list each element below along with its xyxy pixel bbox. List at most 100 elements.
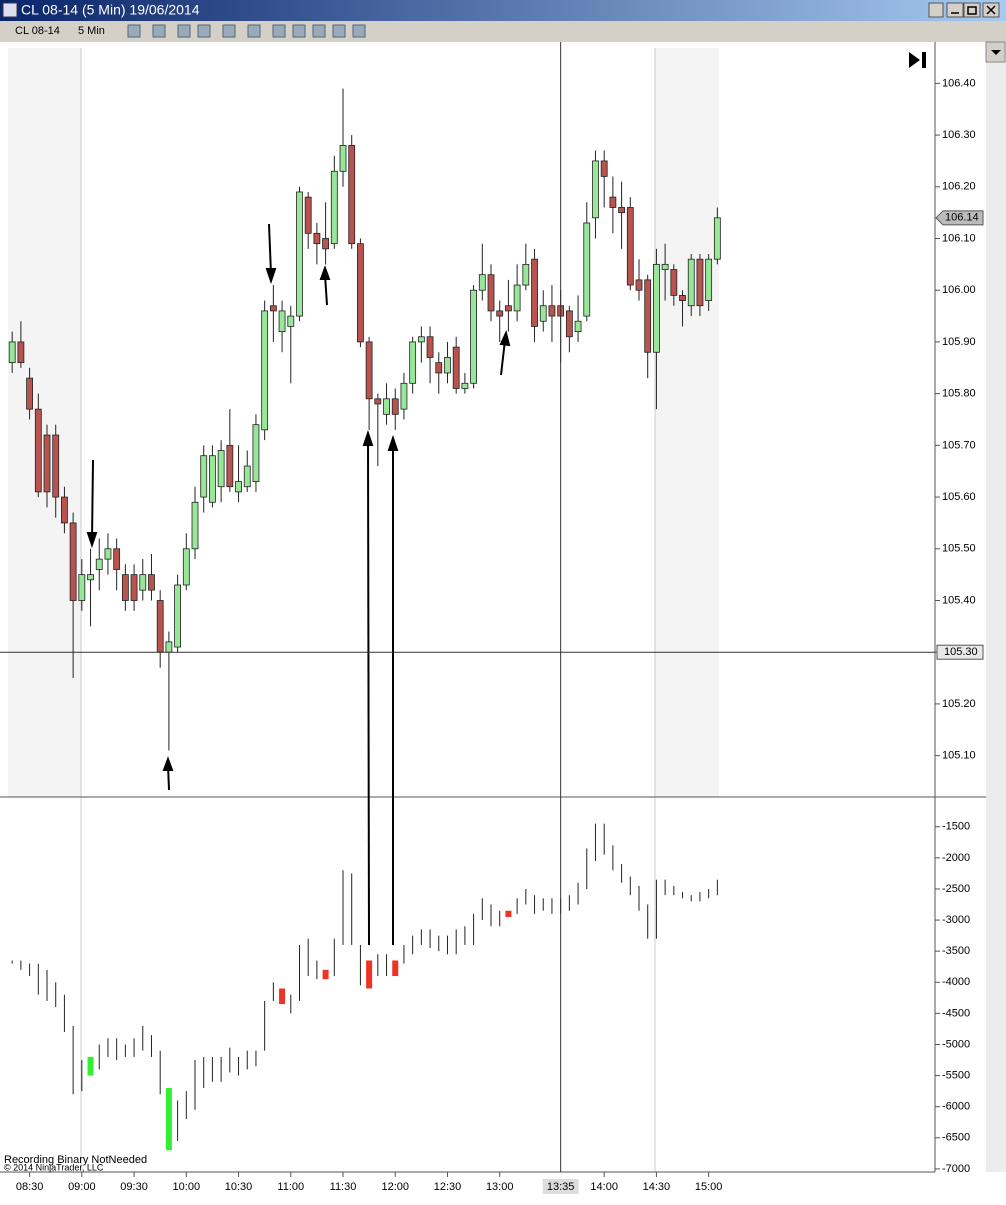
candle-body bbox=[565, 310, 573, 338]
candle-body bbox=[687, 258, 695, 307]
candle-body bbox=[113, 548, 121, 570]
range-bar bbox=[322, 969, 329, 980]
last-price-marker bbox=[935, 210, 984, 226]
candle-body bbox=[121, 574, 129, 601]
crosshair-button[interactable] bbox=[222, 24, 236, 38]
candle-body bbox=[269, 305, 277, 312]
y-tick-label: -3000 bbox=[942, 914, 970, 926]
copyright: © 2014 NinjaTrader, LLC bbox=[4, 1162, 104, 1172]
last-price-label: 106.14 bbox=[945, 212, 979, 224]
y-tick-label: 106.00 bbox=[942, 284, 976, 296]
candle-body bbox=[426, 336, 434, 358]
window-buttons[interactable] bbox=[928, 2, 1000, 18]
candle-body bbox=[679, 294, 686, 301]
x-tick-label: 13:00 bbox=[486, 1181, 514, 1193]
minimize-button[interactable] bbox=[946, 2, 964, 18]
toolbar bbox=[0, 21, 1006, 42]
chart-style-button[interactable] bbox=[127, 24, 141, 38]
candle-body bbox=[513, 284, 521, 312]
candle-body bbox=[26, 377, 33, 410]
link-button[interactable] bbox=[928, 2, 944, 18]
range-bar bbox=[279, 988, 286, 1005]
candle-body bbox=[374, 398, 382, 405]
candle-body bbox=[104, 548, 112, 560]
interval-selector[interactable]: 5 Min bbox=[78, 25, 105, 37]
candle-body bbox=[478, 274, 486, 291]
zoom-in-button[interactable] bbox=[177, 24, 191, 38]
data-box-button[interactable] bbox=[247, 24, 261, 38]
instrument-selector[interactable]: CL 08-14 bbox=[15, 25, 60, 37]
y-tick-label: 106.40 bbox=[942, 77, 976, 89]
candle-body bbox=[261, 310, 269, 431]
candle-body bbox=[191, 501, 199, 550]
y-tick-label: -1500 bbox=[942, 821, 970, 833]
candle-body bbox=[304, 196, 312, 234]
candle-body bbox=[8, 341, 16, 364]
toolbar-icons[interactable] bbox=[127, 24, 366, 38]
candle-body bbox=[696, 258, 704, 307]
x-tick-label: 09:30 bbox=[120, 1181, 148, 1193]
app-icon bbox=[2, 2, 18, 18]
scrollbar[interactable] bbox=[986, 42, 1006, 1172]
templates-button[interactable] bbox=[332, 24, 346, 38]
status-text: Recording Binary NotNeeded bbox=[4, 1154, 147, 1166]
title-bar bbox=[0, 0, 1006, 21]
candle-body bbox=[243, 465, 251, 488]
y-tick-label: -6000 bbox=[942, 1101, 970, 1113]
y-tick-label: -3500 bbox=[942, 945, 970, 957]
candle-body bbox=[409, 341, 417, 384]
candle-body bbox=[583, 222, 591, 317]
y-tick-label: -5500 bbox=[942, 1069, 970, 1081]
crosshair-price-box bbox=[936, 644, 984, 660]
candle-body bbox=[235, 481, 242, 493]
candle-body bbox=[200, 455, 208, 498]
candle-body bbox=[252, 424, 260, 482]
x-tick-label: 14:30 bbox=[643, 1181, 671, 1193]
candle-body bbox=[174, 584, 181, 648]
candle-body bbox=[592, 160, 599, 219]
zoom-out-button[interactable] bbox=[197, 24, 211, 38]
candle-body bbox=[661, 263, 669, 270]
x-tick-label: 12:30 bbox=[434, 1181, 462, 1193]
candle-body bbox=[322, 238, 329, 250]
annotation-arrows bbox=[86, 223, 511, 946]
candle-body bbox=[61, 496, 68, 524]
candle-body bbox=[209, 455, 216, 503]
indicators-button[interactable] bbox=[272, 24, 286, 38]
candle-body bbox=[400, 382, 408, 410]
maximize-button[interactable] bbox=[963, 2, 981, 18]
x-tick-label: 10:00 bbox=[173, 1181, 201, 1193]
candle-body bbox=[52, 434, 60, 498]
crosshair-time-label: 13:35 bbox=[547, 1181, 575, 1193]
strategies-button[interactable] bbox=[292, 24, 306, 38]
candle-body bbox=[618, 207, 625, 214]
candle-body bbox=[391, 398, 399, 415]
range-bar bbox=[366, 960, 373, 989]
properties-button[interactable] bbox=[312, 24, 326, 38]
candle-body bbox=[34, 408, 42, 493]
y-tick-label: 106.10 bbox=[942, 232, 976, 244]
candle-body bbox=[339, 145, 347, 172]
range-bar bbox=[505, 910, 512, 917]
panel-button[interactable] bbox=[352, 24, 366, 38]
candle-body bbox=[226, 444, 234, 488]
candle-body bbox=[348, 145, 356, 245]
candle-body bbox=[644, 279, 652, 353]
candle-body bbox=[670, 269, 678, 296]
candle-body bbox=[182, 548, 190, 586]
candle-body bbox=[452, 346, 460, 389]
candle-body bbox=[365, 341, 373, 400]
window-title: CL 08-14 (5 Min) 19/06/2014 bbox=[21, 2, 200, 18]
x-tick-label: 11:00 bbox=[277, 1181, 304, 1193]
range-bar bbox=[165, 1088, 172, 1151]
scroll-to-end[interactable] bbox=[909, 52, 926, 68]
y-tick-label: 105.20 bbox=[942, 698, 976, 710]
x-tick-label: 08:30 bbox=[16, 1181, 44, 1193]
y-tick-label: -5000 bbox=[942, 1038, 970, 1050]
candle-body bbox=[87, 574, 94, 581]
y-tick-label: 105.60 bbox=[942, 491, 976, 503]
candle-body bbox=[626, 207, 634, 286]
draw-button[interactable] bbox=[152, 24, 166, 38]
candle-body bbox=[296, 191, 303, 317]
